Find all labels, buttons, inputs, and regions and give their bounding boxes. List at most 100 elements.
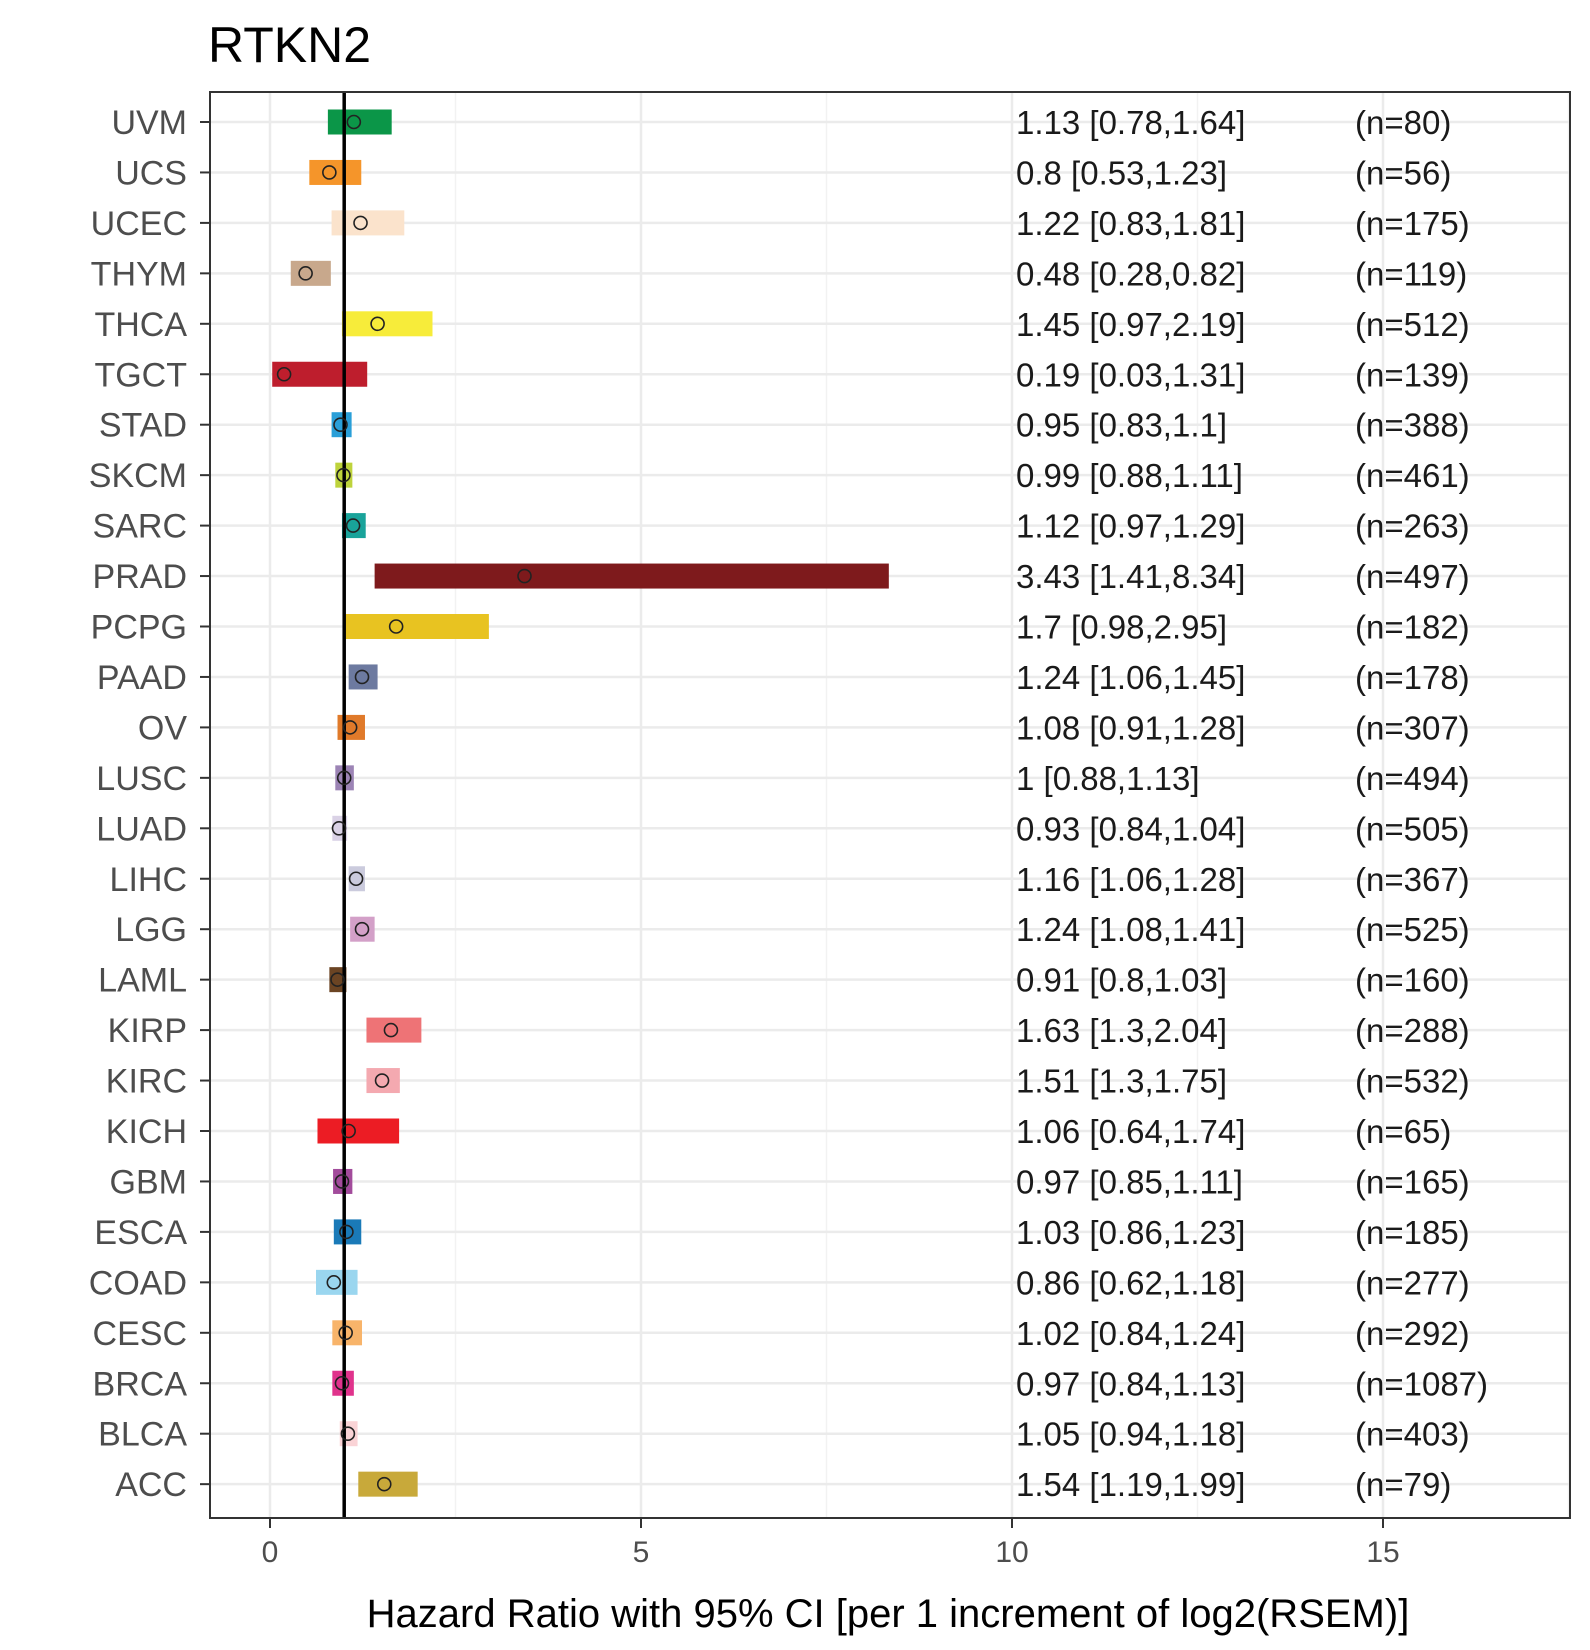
hr-point-lusc xyxy=(336,770,352,786)
hr-ci-label: 0.95 [0.83,1.1] xyxy=(1016,407,1227,444)
ci-bar-thym xyxy=(290,260,331,286)
hr-point-pcpg xyxy=(388,619,404,634)
hr-point-stad xyxy=(333,417,348,433)
hr-point-lgg xyxy=(354,921,370,937)
hr-ci-label: 1.63 [1.3,2.04] xyxy=(1016,1012,1227,1049)
y-tick-label: STAD xyxy=(99,407,187,445)
y-tick-label: ESCA xyxy=(94,1214,187,1252)
y-tick-label: THCA xyxy=(94,306,187,344)
y-tick-label: BRCA xyxy=(93,1365,188,1403)
hr-point-cesc xyxy=(338,1325,353,1341)
sample-size-label: (n=277) xyxy=(1355,1264,1470,1301)
ci-bar-ov xyxy=(337,714,365,740)
y-tick-label: LUSC xyxy=(96,760,187,798)
sample-size-label: (n=505) xyxy=(1355,810,1470,847)
sample-size-label: (n=403) xyxy=(1355,1416,1470,1453)
ci-bar-kich xyxy=(317,1118,400,1144)
sample-size-label: (n=79) xyxy=(1355,1466,1451,1503)
hr-point-thca xyxy=(370,316,385,332)
hr-ci-label: 1.45 [0.97,2.19] xyxy=(1016,306,1245,343)
sample-size-label: (n=160) xyxy=(1355,962,1470,999)
hr-point-tgct xyxy=(276,366,292,382)
hr-ci-label: 1.16 [1.06,1.28] xyxy=(1016,861,1245,898)
hr-ci-label: 0.86 [0.62,1.18] xyxy=(1016,1264,1245,1301)
sample-size-label: (n=185) xyxy=(1355,1214,1470,1251)
hr-ci-label: 0.19 [0.03,1.31] xyxy=(1016,356,1245,393)
hr-point-skcm xyxy=(336,467,351,483)
hr-point-acc xyxy=(376,1476,392,1492)
y-tick-label: TGCT xyxy=(94,356,187,394)
hr-point-sarc xyxy=(345,518,361,533)
x-tick-label: 5 xyxy=(633,1536,650,1569)
y-tick-label: GBM xyxy=(110,1163,187,1201)
y-axis-labels: UVM UCS UCEC THYM THCA TGCT STAD SKCM SARC PRAD PC… xyxy=(89,104,210,1504)
sample-size-label: (n=288) xyxy=(1355,1012,1470,1049)
hr-ci-label: 1.7 [0.98,2.95] xyxy=(1016,609,1227,646)
ci-bar-laml xyxy=(329,967,347,993)
sample-size-label: (n=139) xyxy=(1355,356,1470,393)
hr-ci-label: 0.93 [0.84,1.04] xyxy=(1016,810,1245,847)
hr-ci-label: 1.24 [1.06,1.45] xyxy=(1016,659,1245,696)
y-tick-label: SARC xyxy=(93,508,187,546)
hr-ci-label: 0.8 [0.53,1.23] xyxy=(1016,154,1227,191)
hr-ci-label: 1.24 [1.08,1.41] xyxy=(1016,911,1245,948)
x-tick-label: 0 xyxy=(262,1536,279,1569)
hr-annotations: 1.13 [0.78,1.64] (n=80) 0.8 [0.53,1.23] (n=… xyxy=(1016,104,1488,1503)
hr-ci-label: 1 [0.88,1.13] xyxy=(1016,760,1199,797)
hr-ci-label: 1.22 [0.83,1.81] xyxy=(1016,205,1245,242)
x-axis-label: Hazard Ratio with 95% CI [per 1 incremen… xyxy=(367,1592,1410,1636)
hr-ci-label: 1.03 [0.86,1.23] xyxy=(1016,1214,1245,1251)
sample-size-label: (n=292) xyxy=(1355,1315,1470,1352)
hr-point-ucs xyxy=(322,165,337,180)
hr-point-blca xyxy=(340,1426,356,1441)
y-tick-label: UVM xyxy=(111,104,187,142)
sample-size-label: (n=119) xyxy=(1355,255,1467,292)
y-tick-label: PAAD xyxy=(97,659,187,697)
panel-border xyxy=(209,91,1571,1519)
sample-size-label: (n=512) xyxy=(1355,306,1470,343)
sample-size-label: (n=367) xyxy=(1355,861,1470,898)
sample-size-label: (n=525) xyxy=(1355,911,1470,948)
y-tick-label: KIRP xyxy=(108,1012,187,1050)
hr-point-paad xyxy=(354,669,370,685)
hr-point-kirc xyxy=(374,1073,390,1088)
hr-ci-label: 3.43 [1.41,8.34] xyxy=(1016,558,1245,595)
y-tick-label: THYM xyxy=(91,255,187,293)
hr-point-thym xyxy=(298,266,313,281)
sample-size-label: (n=56) xyxy=(1355,154,1451,191)
hr-point-brca xyxy=(334,1375,350,1391)
hr-ci-label: 0.91 [0.8,1.03] xyxy=(1016,962,1227,999)
ci-bar-stad xyxy=(331,412,352,438)
ci-bar-thca xyxy=(341,311,433,337)
ci-bar-kirc xyxy=(366,1068,400,1094)
ci-bar-acc xyxy=(358,1471,418,1497)
y-tick-label: UCEC xyxy=(91,205,187,243)
ci-bars xyxy=(272,109,889,1497)
y-tick-label: UCS xyxy=(115,154,187,192)
sample-size-label: (n=65) xyxy=(1355,1113,1451,1150)
y-tick-label: ACC xyxy=(115,1466,187,1504)
y-tick-label: COAD xyxy=(89,1264,187,1302)
hr-ci-label: 0.97 [0.85,1.11] xyxy=(1016,1163,1243,1200)
hr-ci-label: 0.97 [0.84,1.13] xyxy=(1016,1365,1245,1402)
ci-bar-kirp xyxy=(366,1017,422,1043)
hr-ci-label: 1.08 [0.91,1.28] xyxy=(1016,709,1245,746)
ci-bar-coad xyxy=(316,1269,358,1295)
hr-ci-label: 1.54 [1.19,1.99] xyxy=(1016,1466,1245,1503)
y-tick-label: KIRC xyxy=(106,1063,187,1101)
sample-size-label: (n=165) xyxy=(1355,1163,1470,1200)
y-tick-label: OV xyxy=(138,709,187,747)
sample-size-label: (n=182) xyxy=(1355,609,1470,646)
y-tick-label: LAML xyxy=(98,962,187,1000)
hr-points xyxy=(276,114,532,1492)
sample-size-label: (n=497) xyxy=(1355,558,1470,595)
sample-size-label: (n=1087) xyxy=(1355,1365,1488,1402)
hr-ci-label: 1.13 [0.78,1.64] xyxy=(1016,104,1245,141)
hr-ci-label: 1.12 [0.97,1.29] xyxy=(1016,508,1245,545)
hr-point-prad xyxy=(517,568,532,584)
hr-point-kirp xyxy=(383,1022,399,1038)
sample-size-label: (n=263) xyxy=(1355,508,1470,545)
x-axis-ticks: 0 5 10 15 xyxy=(262,1518,1400,1569)
sample-size-label: (n=388) xyxy=(1355,407,1470,444)
sample-size-label: (n=494) xyxy=(1355,760,1470,797)
